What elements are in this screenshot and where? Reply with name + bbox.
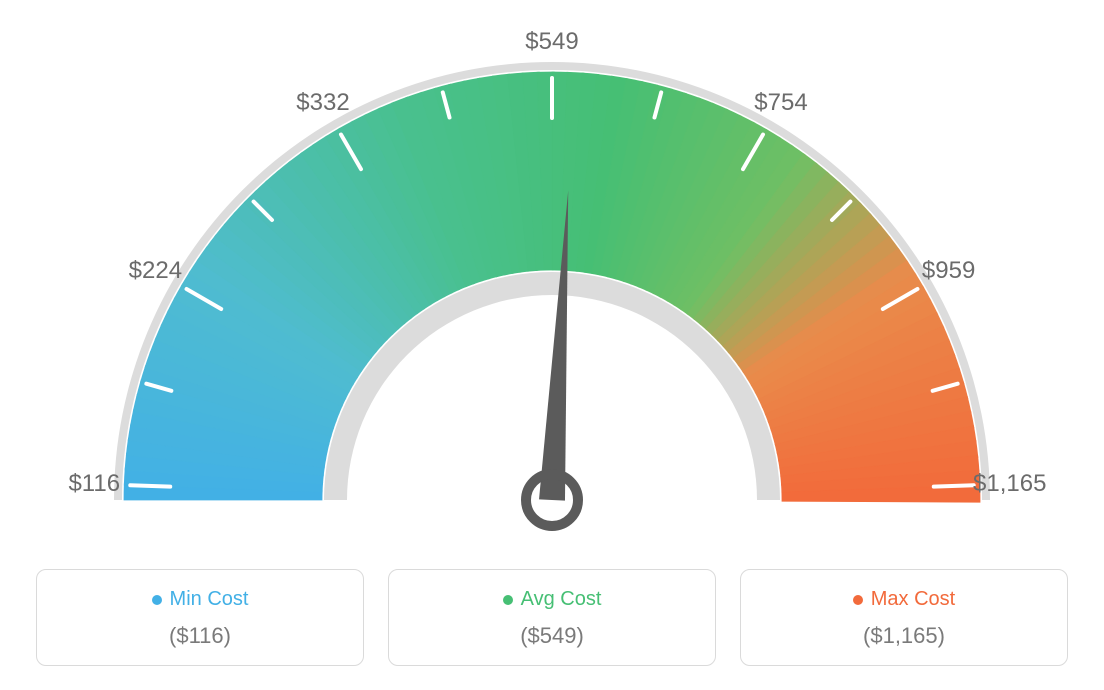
legend-header-min: Min Cost [152,588,249,611]
legend-title-avg: Avg Cost [521,588,602,611]
scale-label: $116 [68,470,120,498]
legend-header-avg: Avg Cost [503,588,602,611]
legend-dot-max [853,595,863,605]
legend-value-max: ($1,165) [751,623,1057,649]
scale-label: $332 [296,89,349,117]
legend-dot-min [152,595,162,605]
scale-label: $224 [129,257,182,285]
legend-title-min: Min Cost [170,588,249,611]
scale-label: $959 [922,257,975,285]
legend-row: Min Cost ($116) Avg Cost ($549) Max Cost… [0,569,1104,666]
scale-label: $549 [525,28,578,56]
legend-card-max: Max Cost ($1,165) [740,569,1068,666]
legend-card-avg: Avg Cost ($549) [388,569,716,666]
legend-value-min: ($116) [47,623,353,649]
legend-value-avg: ($549) [399,623,705,649]
legend-dot-avg [503,595,513,605]
scale-label: $1,165 [973,470,1046,498]
legend-header-max: Max Cost [853,588,955,611]
scale-label: $754 [754,89,807,117]
legend-title-max: Max Cost [871,588,955,611]
gauge-chart: $116 $224 $332 $549 $754 $959 $1,165 [0,0,1104,560]
legend-card-min: Min Cost ($116) [36,569,364,666]
